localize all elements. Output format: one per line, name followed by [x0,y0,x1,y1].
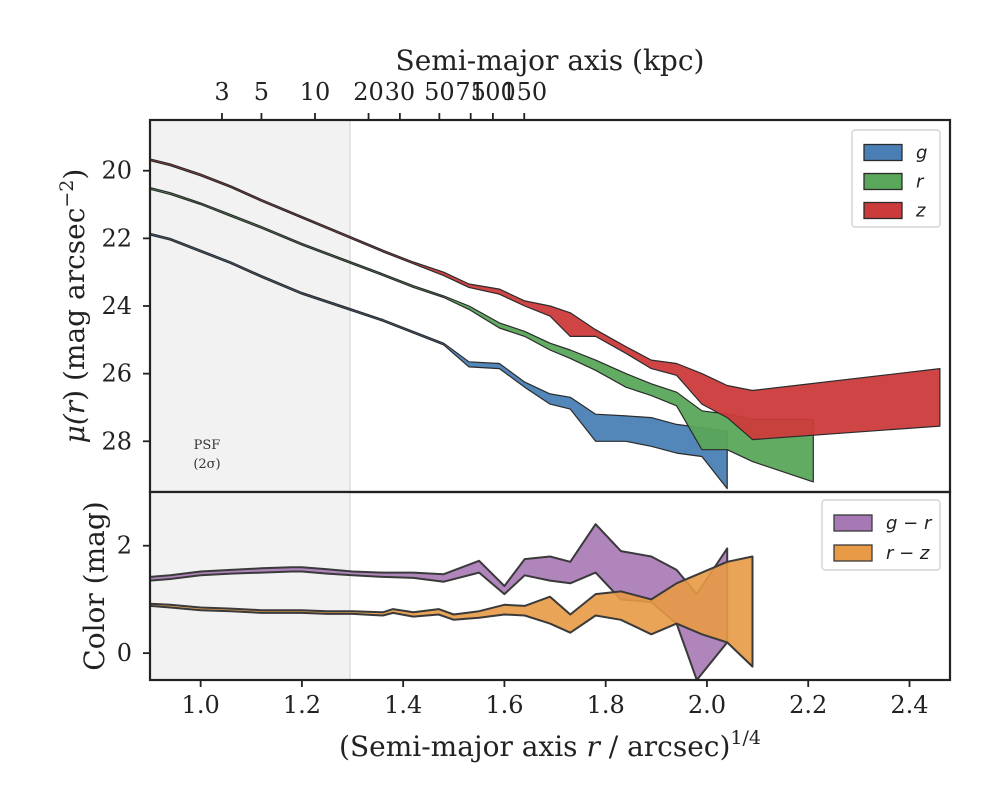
top-y-axis-title: μ(r) (mag arcsec−2) [56,169,91,444]
color-legend-label-0: g − r [886,513,933,534]
y-tick-label-24: 24 [101,292,132,320]
x-tick-label-1.4: 1.4 [384,691,422,719]
y-tick-label-28: 28 [101,427,132,455]
kpc-tick-label-5: 5 [254,78,269,106]
kpc-tick-label-150: 150 [501,78,547,106]
psf-shade-bottom [150,492,350,680]
band-legend-swatch-2 [863,201,903,220]
psf-label-line2: (2σ) [193,457,220,472]
color-legend-swatch-0 [833,514,873,532]
bottom-plot-frame [148,490,952,682]
kpc-tick-label-75: 75 [455,78,486,106]
kpc-tick-label-3: 3 [214,78,229,106]
kpc-tick-label-20: 20 [353,78,384,106]
bottom-y-axis-title: Color (mag) [78,501,111,670]
x-tick-label-1: 1.0 [182,691,220,719]
x-tick-label-1.8: 1.8 [587,691,625,719]
top-axis-title: Semi-major axis (kpc) [396,44,705,77]
color-y-tick-label-0: 0 [117,639,132,667]
x-axis-title: (Semi-major axis r / arcsec)1/4 [339,727,761,763]
psf-shade-top [150,120,350,492]
y-tick-label-26: 26 [101,360,132,388]
kpc-tick-label-50: 50 [424,78,455,106]
x-tick-label-2.2: 2.2 [789,691,827,719]
kpc-tick-label-100: 100 [470,78,516,106]
band-z [150,158,941,441]
band-color-r-z [150,555,754,668]
band-legend-label-1: r [916,172,925,193]
y-tick-label-22: 22 [101,224,132,252]
band-g [150,232,728,490]
color-y-tick-label-2: 2 [117,532,132,560]
kpc-tick-label-10: 10 [300,78,331,106]
x-tick-label-2: 2.0 [688,691,726,719]
band-r [150,187,814,483]
band-legend-label-2: z [915,201,926,222]
x-tick-label-1.2: 1.2 [283,691,321,719]
kpc-tick-label-30: 30 [385,78,416,106]
band-legend-swatch-1 [863,172,903,191]
band-legend-label-0: g [916,143,927,164]
x-tick-label-2.4: 2.4 [890,691,928,719]
y-tick-label-20: 20 [101,157,132,185]
band-legend-swatch-0 [863,143,903,162]
x-tick-label-1.6: 1.6 [485,691,523,719]
color-legend-swatch-1 [833,544,873,562]
color-legend-label-1: r − z [886,543,930,564]
psf-label-line1: PSF [194,438,221,453]
color-panel: 0 2 1.0 1.2 1.4 1.6 1.8 2.0 2.2 2.4 g − r r − z Co… [78,490,952,763]
